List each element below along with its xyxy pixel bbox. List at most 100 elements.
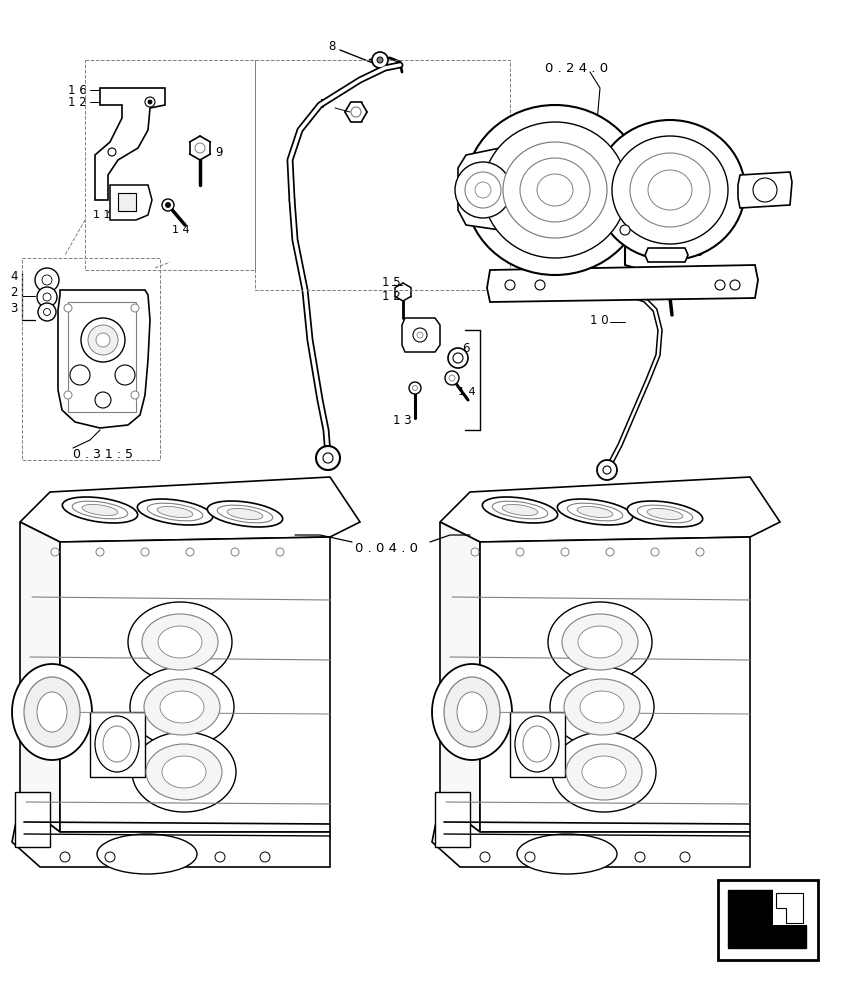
Polygon shape xyxy=(12,802,330,867)
Text: 7: 7 xyxy=(320,99,327,111)
Circle shape xyxy=(51,548,59,556)
Circle shape xyxy=(656,251,664,259)
Ellipse shape xyxy=(207,501,283,527)
Circle shape xyxy=(377,57,383,63)
Circle shape xyxy=(471,548,479,556)
Circle shape xyxy=(38,303,56,321)
Ellipse shape xyxy=(130,667,234,747)
Bar xyxy=(118,193,136,211)
Circle shape xyxy=(260,852,270,862)
Polygon shape xyxy=(440,477,780,542)
Polygon shape xyxy=(440,522,480,832)
Ellipse shape xyxy=(648,170,692,210)
Ellipse shape xyxy=(552,732,656,812)
Circle shape xyxy=(105,852,115,862)
Ellipse shape xyxy=(630,153,710,227)
Circle shape xyxy=(131,391,139,399)
Ellipse shape xyxy=(595,120,745,260)
Polygon shape xyxy=(110,185,152,220)
Circle shape xyxy=(37,287,57,307)
Polygon shape xyxy=(728,890,806,948)
Circle shape xyxy=(561,548,569,556)
Ellipse shape xyxy=(132,732,236,812)
Circle shape xyxy=(445,371,459,385)
Ellipse shape xyxy=(515,716,559,772)
Ellipse shape xyxy=(578,626,622,658)
Polygon shape xyxy=(432,802,750,867)
Ellipse shape xyxy=(72,501,128,519)
Circle shape xyxy=(448,348,468,368)
Circle shape xyxy=(231,548,239,556)
Ellipse shape xyxy=(162,756,206,788)
Ellipse shape xyxy=(103,726,131,762)
Text: 0 . 0 4 . 0: 0 . 0 4 . 0 xyxy=(355,542,418,554)
Polygon shape xyxy=(545,155,680,225)
Circle shape xyxy=(715,280,725,290)
Bar xyxy=(718,880,818,960)
Bar xyxy=(68,302,136,412)
Circle shape xyxy=(165,202,170,208)
Circle shape xyxy=(372,52,388,68)
Circle shape xyxy=(131,304,139,312)
Circle shape xyxy=(81,318,125,362)
Circle shape xyxy=(43,293,51,301)
Ellipse shape xyxy=(142,614,218,670)
Ellipse shape xyxy=(520,158,590,222)
Polygon shape xyxy=(480,537,750,832)
Text: 9: 9 xyxy=(215,145,222,158)
Circle shape xyxy=(696,548,704,556)
Circle shape xyxy=(60,852,70,862)
Circle shape xyxy=(108,148,116,156)
Text: 5: 5 xyxy=(695,246,702,259)
Circle shape xyxy=(162,199,174,211)
Text: 6: 6 xyxy=(462,342,469,355)
Circle shape xyxy=(95,392,111,408)
Circle shape xyxy=(145,97,155,107)
Circle shape xyxy=(449,375,455,381)
Circle shape xyxy=(505,280,515,290)
Ellipse shape xyxy=(160,691,204,723)
Ellipse shape xyxy=(24,677,80,747)
Circle shape xyxy=(409,382,421,394)
Ellipse shape xyxy=(492,501,548,519)
Text: 1 2: 1 2 xyxy=(68,97,87,109)
Circle shape xyxy=(606,548,614,556)
Text: 1 3: 1 3 xyxy=(393,414,412,426)
Circle shape xyxy=(465,172,501,208)
Text: 1 4: 1 4 xyxy=(172,225,190,235)
Polygon shape xyxy=(58,290,150,428)
Ellipse shape xyxy=(128,602,232,682)
Polygon shape xyxy=(645,248,688,262)
Ellipse shape xyxy=(562,614,638,670)
Circle shape xyxy=(276,548,284,556)
Polygon shape xyxy=(776,893,803,923)
Polygon shape xyxy=(20,522,60,832)
Text: 3: 3 xyxy=(10,302,17,314)
Bar xyxy=(90,712,145,777)
Circle shape xyxy=(664,274,676,286)
Circle shape xyxy=(323,453,333,463)
Circle shape xyxy=(96,333,110,347)
Ellipse shape xyxy=(137,499,213,525)
Polygon shape xyxy=(773,890,806,925)
Ellipse shape xyxy=(523,726,551,762)
Circle shape xyxy=(516,548,524,556)
Circle shape xyxy=(673,251,681,259)
Circle shape xyxy=(603,466,611,474)
Ellipse shape xyxy=(482,497,558,523)
Circle shape xyxy=(535,280,545,290)
Circle shape xyxy=(480,852,490,862)
Text: 1 6: 1 6 xyxy=(68,84,87,97)
Bar xyxy=(435,792,470,847)
Text: 0 . 3 1 : 5: 0 . 3 1 : 5 xyxy=(73,448,133,462)
Circle shape xyxy=(597,460,617,480)
Polygon shape xyxy=(487,265,758,302)
Ellipse shape xyxy=(627,501,703,527)
Text: 1 1: 1 1 xyxy=(93,210,111,220)
Ellipse shape xyxy=(580,691,624,723)
Ellipse shape xyxy=(564,679,640,735)
Circle shape xyxy=(42,275,52,285)
Circle shape xyxy=(64,304,72,312)
Ellipse shape xyxy=(217,505,273,523)
Ellipse shape xyxy=(158,626,202,658)
